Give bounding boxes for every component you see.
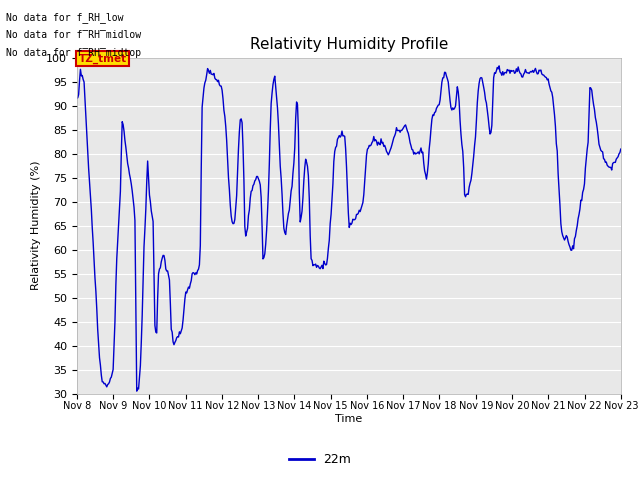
Title: Relativity Humidity Profile: Relativity Humidity Profile [250, 37, 448, 52]
X-axis label: Time: Time [335, 414, 362, 424]
Legend: 22m: 22m [284, 448, 356, 471]
Y-axis label: Relativity Humidity (%): Relativity Humidity (%) [31, 161, 40, 290]
Text: No data for f̅RH̅midtop: No data for f̅RH̅midtop [6, 48, 141, 59]
Text: No data for f_RH_low: No data for f_RH_low [6, 12, 124, 23]
Text: No data for f̅RH̅midlow: No data for f̅RH̅midlow [6, 30, 141, 40]
Text: TZ_tmet: TZ_tmet [79, 53, 127, 64]
